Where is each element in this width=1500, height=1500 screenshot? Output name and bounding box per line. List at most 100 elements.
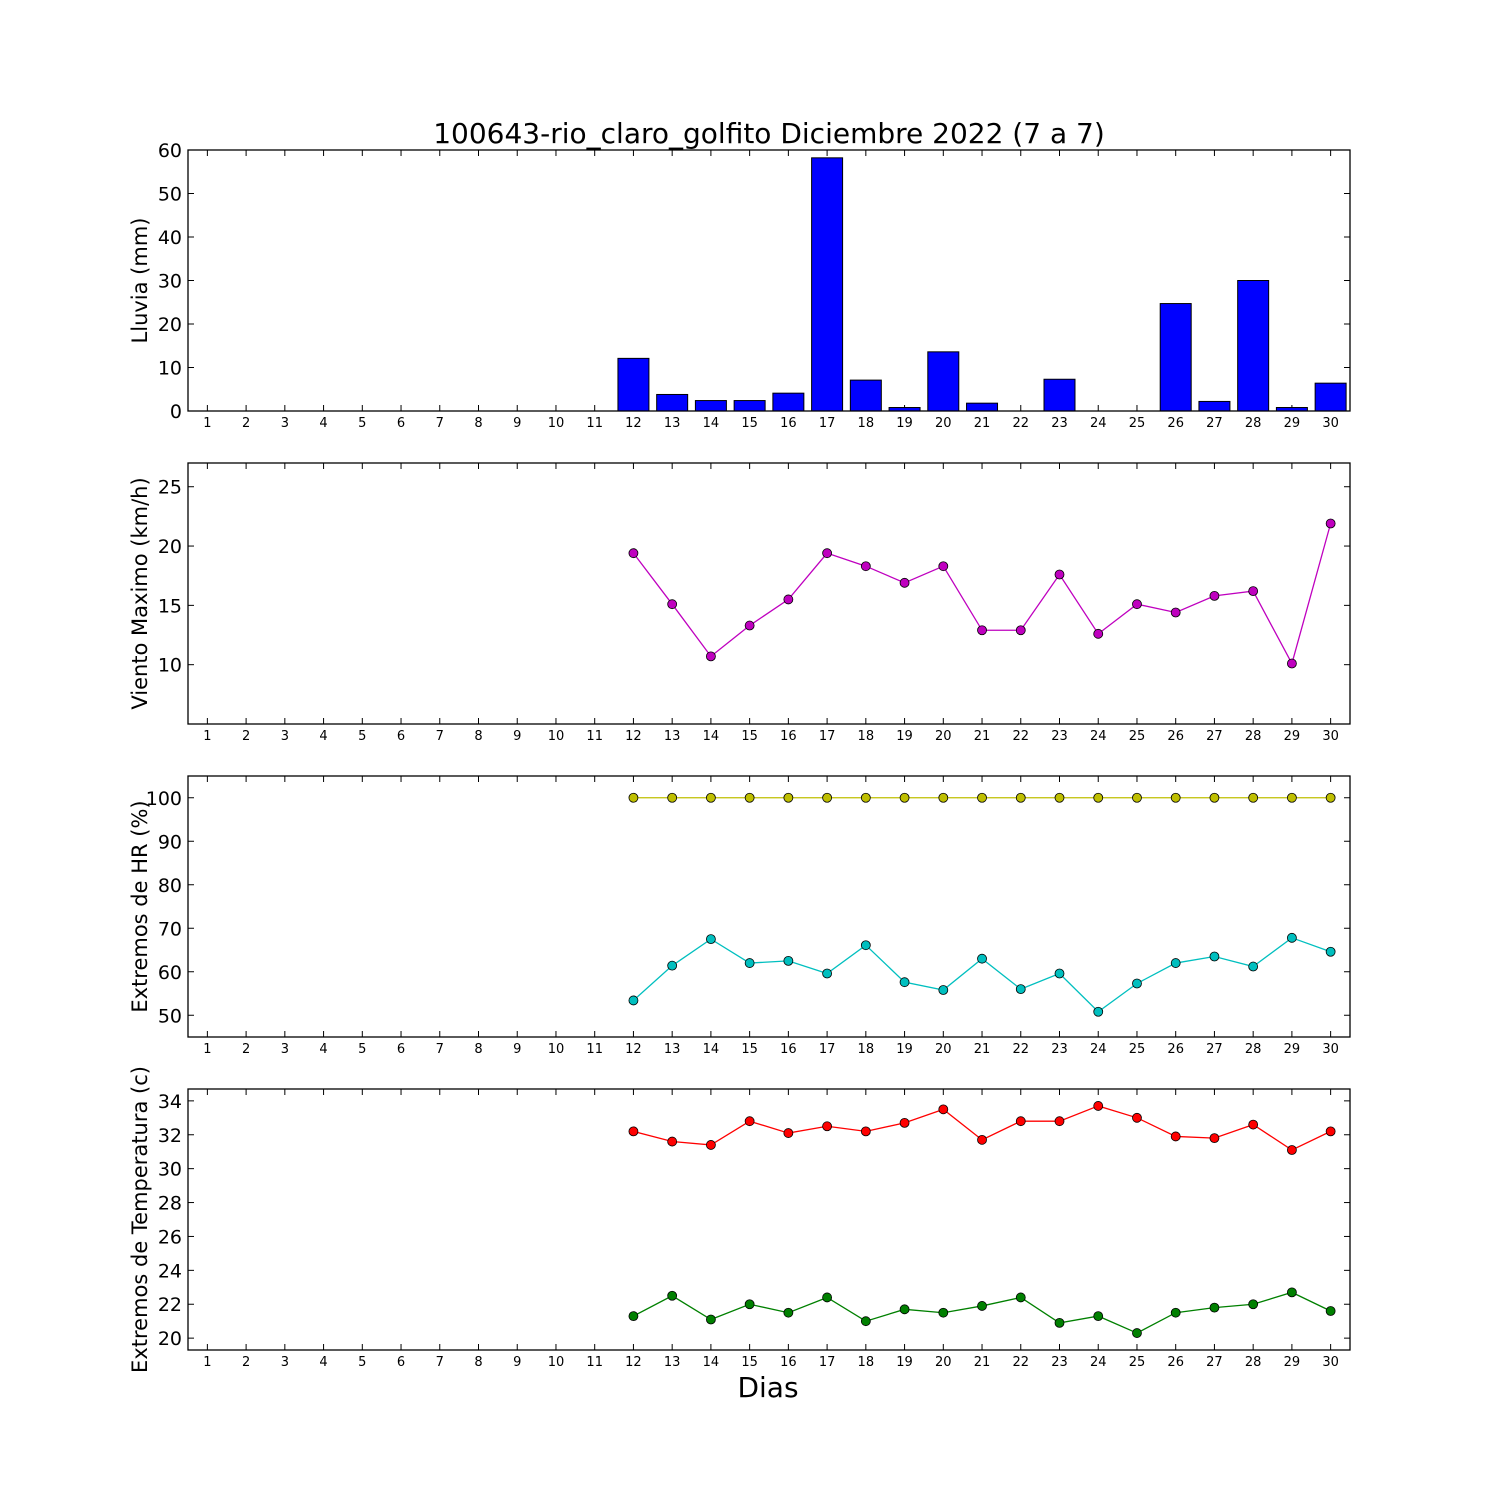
y-axis-label: Extremos de HR (%) [128,800,152,1012]
series-2-point [860,1316,871,1327]
bar-day-16 [772,392,805,412]
series-2-point [822,1292,832,1303]
series-2-point [899,1304,910,1315]
series-2-point [938,985,949,995]
x-tick-label: 11 [586,1042,603,1057]
x-tick-label: 1 [203,1355,211,1370]
x-tick-label: 19 [896,416,913,431]
plot-frame [187,149,1351,412]
x-tick-label: 20 [935,729,952,744]
series-1-point [1209,1133,1220,1144]
x-tick-label: 13 [664,1042,681,1057]
series-1-point [899,792,910,803]
x-tick-label: 27 [1206,416,1223,431]
x-tick-label: 14 [703,1042,720,1057]
x-tick-label: 5 [358,416,366,431]
series-1-point [822,1121,832,1132]
series-1-point [822,548,832,559]
series-1-point [706,792,716,803]
x-tick-label: 19 [896,1042,913,1057]
x-tick-label: 27 [1206,1355,1223,1370]
series-2-point [1170,1307,1181,1318]
series-1-point [899,1117,910,1128]
series-2-point [1093,1006,1104,1017]
x-tick-label: 1 [203,416,211,431]
series-2-point [783,955,794,966]
series-1-point [1287,658,1297,669]
bar-day-14 [694,400,727,412]
bar-day-28 [1237,280,1270,412]
series-1-point [860,792,871,803]
series-2-point [1093,1311,1104,1322]
x-tick-label: 25 [1129,729,1146,744]
x-tick-label: 26 [1167,1355,1184,1370]
x-tick-label: 11 [586,1355,603,1370]
x-tick-label: 18 [858,1042,875,1057]
x-tick-label: 30 [1322,729,1339,744]
x-tick-label: 3 [281,1355,289,1370]
x-tick-label: 29 [1284,1042,1301,1057]
series-2-point [1054,1317,1065,1328]
series-1-point [628,1126,639,1137]
y-axis-label: Viento Maximo (km/h) [128,477,152,709]
series-2-point [1054,968,1065,979]
series-1-point [1209,792,1220,803]
series-2-point [706,934,716,945]
y-tick-label: 50 [158,1005,182,1027]
series-2-point [1015,1292,1026,1303]
y-tick-label: 20 [158,1328,182,1350]
x-tick-label: 28 [1245,729,1262,744]
x-tick-label: 12 [625,416,642,431]
series-1-point [938,561,949,572]
x-axis-label: Dias [737,1371,798,1404]
x-tick-label: 8 [474,416,482,431]
x-tick-label: 15 [741,416,758,431]
y-tick-label: 70 [158,918,182,940]
x-tick-label: 2 [242,1355,250,1370]
series-2-point [667,1290,678,1301]
x-tick-label: 22 [1012,1355,1029,1370]
series-1-point [1015,1116,1026,1127]
series-2-line [633,1291,1331,1334]
x-tick-label: 25 [1129,1355,1146,1370]
x-tick-label: 20 [935,416,952,431]
series-1-point [938,792,949,803]
x-tick-label: 15 [741,1042,758,1057]
x-tick-label: 2 [242,416,250,431]
x-tick-label: 13 [664,729,681,744]
series-2-point [744,1299,755,1310]
x-tick-label: 4 [319,1355,327,1370]
x-tick-label: 22 [1012,416,1029,431]
series-1-point [744,1116,755,1127]
x-tick-label: 1 [203,1042,211,1057]
series-2-point [1248,1299,1259,1310]
x-tick-label: 8 [474,1355,482,1370]
series-2-point [1170,958,1181,968]
x-tick-label: 23 [1051,416,1068,431]
series-1-point [744,620,755,631]
y-tick-label: 34 [158,1091,182,1113]
y-tick-label: 30 [158,1159,182,1181]
x-tick-label: 16 [780,416,797,431]
bar-day-17 [811,157,844,412]
series-2-point [744,958,755,968]
bar-day-15 [733,400,766,412]
series-1-point [1093,628,1104,639]
series-1-point [1015,792,1026,803]
series-1-point [977,625,987,636]
x-tick-label: 1 [203,729,211,744]
y-tick-label: 0 [170,401,182,423]
series-2-line [632,937,1331,1013]
series-2-point [1325,946,1336,957]
x-tick-label: 13 [664,416,681,431]
x-tick-label: 14 [703,729,720,744]
x-tick-label: 29 [1284,729,1301,744]
bar-day-18 [849,379,882,412]
x-tick-label: 6 [397,416,405,431]
x-tick-label: 10 [548,1355,565,1370]
y-tick-label: 20 [158,314,182,336]
x-tick-label: 9 [513,1355,521,1370]
